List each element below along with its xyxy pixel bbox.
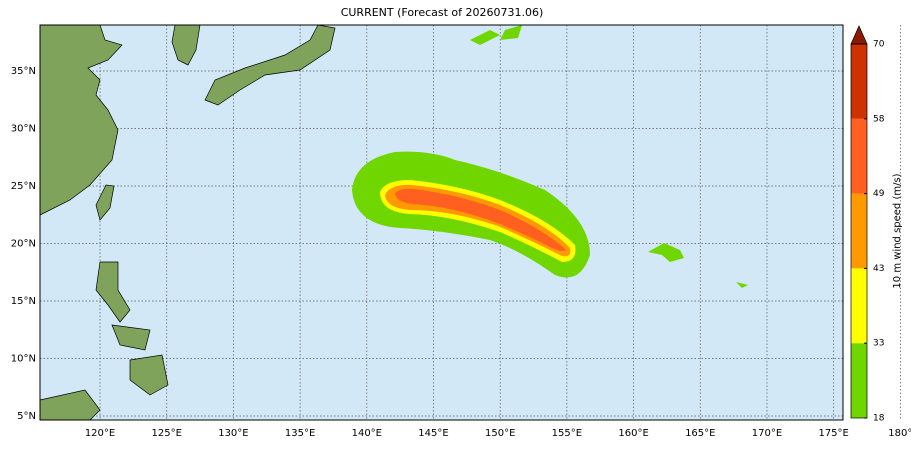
lon-tick-label: 180°	[888, 428, 911, 439]
title: CURRENT (Forecast of 20260731.06)	[341, 6, 544, 19]
colorbar-tick-label: 18	[873, 414, 885, 424]
lon-tick-label: 170°E	[752, 428, 782, 439]
japan	[204, 24, 336, 106]
lon-tick-label: 175°E	[818, 428, 848, 439]
lon-tick-label: 160°E	[618, 428, 648, 439]
colorbar-tick-label: 33	[873, 339, 884, 349]
lon-tick-label: 145°E	[418, 428, 448, 439]
colorbar-segment	[851, 44, 867, 119]
taiwan	[95, 184, 115, 221]
luzon	[95, 261, 131, 323]
colorbar-segment	[851, 268, 867, 344]
lon-tick-label: 140°E	[352, 428, 382, 439]
lat-tick-label: 5°N	[17, 411, 36, 422]
lon-tick-label: 165°E	[685, 428, 715, 439]
colorbar-tick-label: 58	[873, 114, 885, 124]
asia-mainland	[39, 24, 123, 216]
colorbar-extend	[850, 25, 868, 45]
colorbar-segment	[851, 343, 867, 418]
graticule	[40, 25, 901, 420]
colorbar-tick-label: 49	[873, 189, 885, 199]
lon-tick-label: 120°E	[85, 428, 115, 439]
colorbar-segment	[851, 193, 867, 269]
mindanao	[129, 354, 169, 396]
visayas	[111, 324, 151, 351]
lon-tick-label: 130°E	[218, 428, 248, 439]
lon-tick-label: 135°E	[285, 428, 315, 439]
lon-tick-label: 155°E	[552, 428, 582, 439]
lat-tick-label: 30°N	[11, 123, 36, 134]
colorbar-label: 10 m wind speed (m/s)	[892, 173, 903, 288]
colorbar-frame	[850, 43, 868, 419]
lon-tick-label: 125°E	[152, 428, 182, 439]
lat-tick-label: 25°N	[11, 181, 36, 192]
lon-tick-label: 150°E	[485, 428, 515, 439]
lat-tick-label: 15°N	[11, 296, 36, 307]
colorbar-tick-label: 43	[873, 264, 884, 274]
lat-tick-label: 20°N	[11, 238, 36, 249]
wind-swath	[352, 25, 748, 288]
land	[39, 24, 336, 421]
colorbar-segment	[851, 118, 867, 194]
lat-tick-label: 10°N	[11, 353, 36, 364]
map-frame	[39, 24, 844, 421]
colorbar-tick-label: 70	[873, 40, 885, 50]
lat-tick-label: 35°N	[11, 66, 36, 77]
colorbar	[850, 25, 868, 419]
